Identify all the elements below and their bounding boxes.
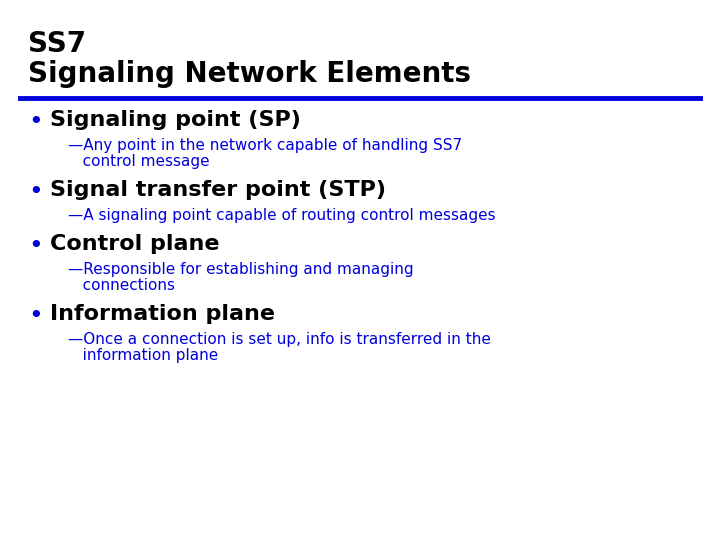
Text: Signal transfer point (STP): Signal transfer point (STP) <box>50 180 386 200</box>
Text: connections: connections <box>68 278 175 293</box>
Text: Signaling point (SP): Signaling point (SP) <box>50 110 301 130</box>
Text: Information plane: Information plane <box>50 304 275 324</box>
Text: —Once a connection is set up, info is transferred in the: —Once a connection is set up, info is tr… <box>68 332 491 347</box>
Text: Signaling Network Elements: Signaling Network Elements <box>28 60 471 88</box>
Text: —A signaling point capable of routing control messages: —A signaling point capable of routing co… <box>68 208 495 223</box>
Text: —Any point in the network capable of handling SS7: —Any point in the network capable of han… <box>68 138 462 153</box>
Text: •: • <box>28 234 42 258</box>
Text: control message: control message <box>68 154 210 169</box>
Text: •: • <box>28 110 42 134</box>
Text: information plane: information plane <box>68 348 218 363</box>
Text: Control plane: Control plane <box>50 234 220 254</box>
Text: SS7: SS7 <box>28 30 86 58</box>
Text: —Responsible for establishing and managing: —Responsible for establishing and managi… <box>68 262 413 277</box>
Text: •: • <box>28 304 42 328</box>
Text: •: • <box>28 180 42 204</box>
